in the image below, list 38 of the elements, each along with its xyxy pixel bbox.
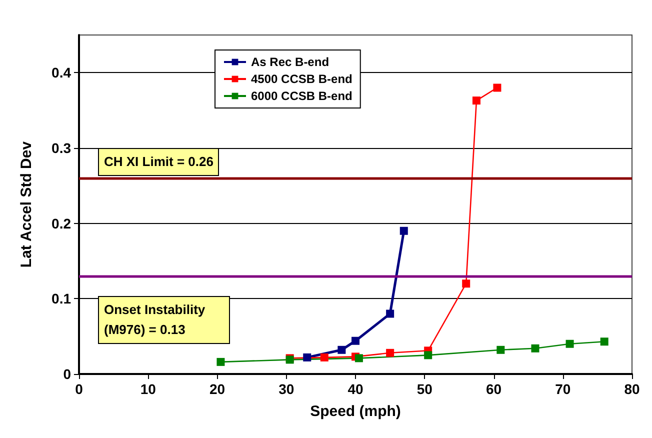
point: [216, 358, 225, 366]
legend-label: 4500 CCSB B-end: [251, 72, 352, 86]
y-axis-title: Lat Accel Std Dev: [18, 140, 35, 268]
legend-label: 6000 CCSB B-end: [251, 89, 352, 103]
point: [352, 336, 360, 345]
point: [386, 310, 394, 318]
point: [354, 354, 363, 362]
point: [320, 353, 328, 362]
x-tick-label: 60: [486, 381, 502, 397]
y-tick-label: 0.4: [52, 64, 72, 81]
point: [303, 353, 312, 362]
x-tick-label: 50: [416, 381, 433, 397]
point: [496, 346, 505, 354]
point: [462, 280, 470, 288]
legend-label: As Rec B-end: [251, 55, 330, 69]
point: [566, 340, 574, 348]
y-tick-label: 0.3: [52, 140, 72, 156]
x-tick-label: 20: [209, 381, 226, 397]
point: [424, 351, 432, 360]
point: [400, 226, 408, 235]
x-tick-label: 30: [278, 381, 294, 397]
y-tick-label: 0: [63, 366, 72, 382]
x-tick-label: 0: [75, 381, 84, 397]
point: [338, 346, 346, 354]
callout-box: Onset Instability (M976) = 0.13: [98, 296, 230, 344]
x-tick-label: 80: [624, 381, 640, 397]
x-tick-label: 40: [348, 381, 364, 397]
x-tick-label: 10: [140, 381, 156, 397]
point: [386, 348, 394, 357]
point: [531, 344, 540, 352]
x-tick-label: 70: [555, 381, 571, 397]
y-tick-label: 0.1: [52, 290, 72, 307]
point: [600, 338, 608, 346]
x-axis-title: Speed (mph): [310, 403, 401, 420]
point: [493, 84, 502, 92]
callout-box: CH XI Limit = 0.26: [98, 148, 220, 176]
point: [472, 96, 480, 105]
y-tick-label: 0.2: [52, 215, 72, 232]
